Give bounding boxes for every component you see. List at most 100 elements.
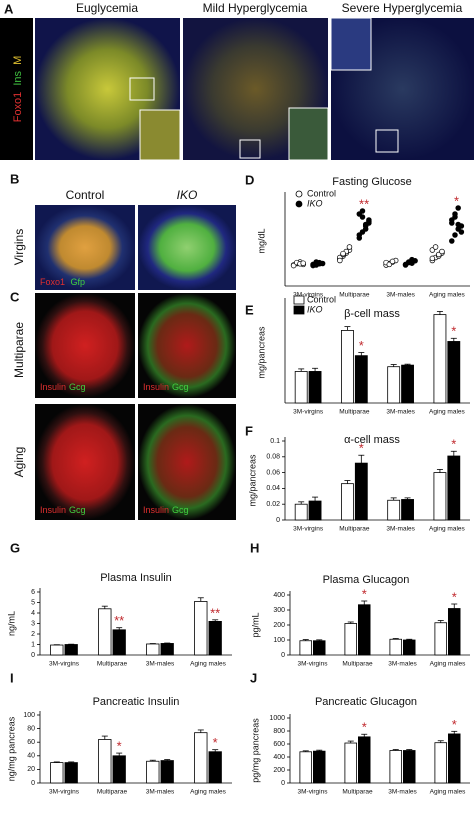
y-axis-label: pg/mL [250, 612, 260, 637]
bar [341, 483, 354, 521]
y-axis-label: mg/dL [256, 228, 266, 253]
row-title: Virgins [12, 229, 26, 265]
stain: Insulin [40, 382, 66, 392]
y-tick-label: 60 [27, 739, 35, 746]
panel-label: I [10, 670, 14, 685]
point [455, 205, 461, 211]
panel-label: J [250, 670, 257, 685]
bar [341, 330, 354, 404]
bar [433, 314, 447, 404]
point [432, 244, 439, 250]
point [300, 260, 306, 266]
significance: * [451, 437, 456, 452]
bar [387, 499, 401, 521]
stain: Gcg [172, 505, 189, 515]
panel-label: H [250, 540, 259, 555]
stain: Insulin [40, 505, 66, 515]
significance: ** [210, 605, 220, 620]
significance: * [452, 589, 457, 604]
point [356, 232, 363, 238]
point [452, 214, 458, 220]
x-tick-label: 3M-males [146, 789, 175, 796]
chart-title: Pancreatic Insulin [93, 696, 180, 708]
y-tick-label: 0.1 [270, 438, 280, 445]
inset-box [375, 129, 399, 153]
legend-label: Control [307, 188, 336, 198]
x-tick-label: Multiparae [339, 526, 370, 533]
bar [344, 623, 357, 656]
x-tick-label: 3M-males [386, 526, 415, 533]
x-tick-label: 3M-virgins [49, 789, 80, 796]
inset-box [129, 77, 155, 101]
bar [402, 639, 416, 656]
micrograph [35, 293, 135, 398]
y-tick-label: 800 [273, 728, 285, 735]
panel-label: G [10, 540, 20, 555]
stain-strip [0, 18, 33, 160]
x-tick-label: Multiparae [97, 789, 128, 796]
x-tick-label: Aging males [429, 292, 466, 299]
bar [308, 500, 322, 521]
stain: Foxo1 [12, 92, 24, 123]
bar [194, 601, 208, 656]
stain: Gcg [69, 505, 86, 515]
bar [447, 455, 461, 521]
row-title: Aging [12, 447, 26, 478]
point [340, 250, 346, 257]
x-tick-label: 3M-males [388, 661, 417, 668]
micrograph [138, 404, 236, 520]
significance: * [359, 441, 364, 456]
significance: * [454, 193, 459, 208]
y-tick-label: 600 [273, 741, 285, 748]
point [439, 248, 445, 255]
stain-label: Insulin Gcg [40, 382, 86, 392]
inset-box [239, 139, 261, 159]
bar [434, 622, 447, 656]
y-axis-label: mg/pancreas [256, 326, 266, 379]
bar [208, 751, 222, 784]
stain-label: Foxo1 Gfp [40, 277, 85, 287]
y-tick-label: 2 [31, 631, 35, 638]
bar [402, 750, 416, 784]
panel-label: F [245, 423, 253, 438]
chart-title: Pancreatic Glucagon [315, 696, 417, 708]
y-tick-label: 0.08 [266, 454, 280, 461]
bar [312, 640, 326, 656]
panel-label: C [10, 289, 20, 304]
point [359, 208, 366, 214]
x-tick-label: 3M-males [386, 409, 415, 416]
legend-marker [295, 190, 303, 198]
x-tick-label: 3M-virgins [293, 409, 324, 416]
point [452, 232, 458, 238]
stain-label: Insulin Gcg [143, 505, 189, 515]
panel-label: B [10, 171, 19, 186]
bar [160, 760, 174, 784]
y-tick-label: 100 [23, 712, 35, 719]
stain-label: Foxo1 Ins M [12, 56, 24, 123]
point [346, 244, 353, 250]
point [455, 221, 461, 228]
y-tick-label: 0 [276, 517, 280, 524]
bar [312, 750, 326, 784]
chart-title: Plasma Insulin [100, 572, 172, 584]
y-axis-label: pg/mg pancreas [250, 718, 260, 783]
y-tick-label: 0.06 [266, 469, 280, 476]
y-axis-label: mg/pancreas [247, 454, 257, 507]
micrograph [35, 404, 135, 520]
y-tick-label: 0 [281, 652, 285, 659]
legend-marker [293, 305, 305, 315]
bar [433, 472, 447, 521]
y-tick-label: 100 [273, 637, 285, 644]
inset [330, 17, 372, 71]
stain: Gfp [71, 277, 86, 287]
bar [146, 760, 160, 784]
stain-label: Insulin Gcg [40, 505, 86, 515]
micrograph [138, 205, 236, 290]
y-tick-label: 0 [31, 652, 35, 659]
bar [357, 604, 371, 656]
bar [354, 462, 368, 521]
y-tick-label: 400 [273, 592, 285, 599]
bar [401, 499, 414, 521]
bar [50, 762, 64, 784]
y-axis-label: ng/mL [6, 611, 16, 636]
